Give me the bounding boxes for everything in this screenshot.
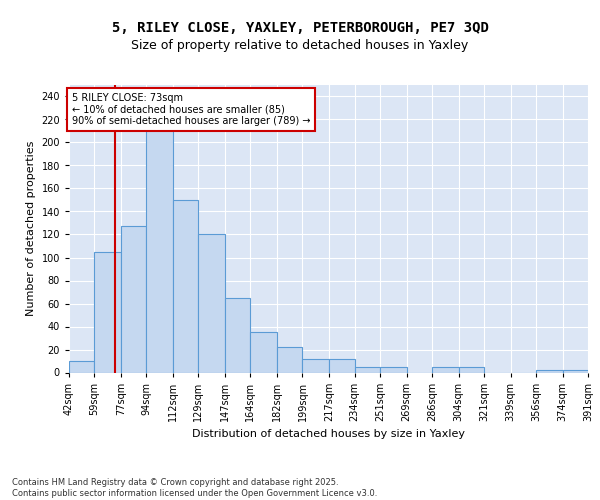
Y-axis label: Number of detached properties: Number of detached properties — [26, 141, 36, 316]
Bar — [329, 358, 355, 372]
Bar — [146, 108, 173, 372]
Bar — [121, 226, 146, 372]
Bar — [458, 367, 484, 372]
Bar — [432, 367, 458, 372]
Bar — [563, 370, 588, 372]
Bar — [225, 298, 250, 372]
Bar — [536, 370, 563, 372]
Bar — [173, 200, 199, 372]
Bar — [94, 252, 121, 372]
Text: 5 RILEY CLOSE: 73sqm
← 10% of detached houses are smaller (85)
90% of semi-detac: 5 RILEY CLOSE: 73sqm ← 10% of detached h… — [72, 93, 310, 126]
Bar — [199, 234, 225, 372]
Bar — [380, 367, 407, 372]
Text: Contains HM Land Registry data © Crown copyright and database right 2025.
Contai: Contains HM Land Registry data © Crown c… — [12, 478, 377, 498]
Bar — [355, 367, 380, 372]
Bar — [250, 332, 277, 372]
Text: 5, RILEY CLOSE, YAXLEY, PETERBOROUGH, PE7 3QD: 5, RILEY CLOSE, YAXLEY, PETERBOROUGH, PE… — [112, 20, 488, 34]
X-axis label: Distribution of detached houses by size in Yaxley: Distribution of detached houses by size … — [192, 429, 465, 439]
Bar — [302, 358, 329, 372]
Bar — [277, 347, 302, 372]
Bar — [69, 361, 94, 372]
Text: Size of property relative to detached houses in Yaxley: Size of property relative to detached ho… — [131, 38, 469, 52]
